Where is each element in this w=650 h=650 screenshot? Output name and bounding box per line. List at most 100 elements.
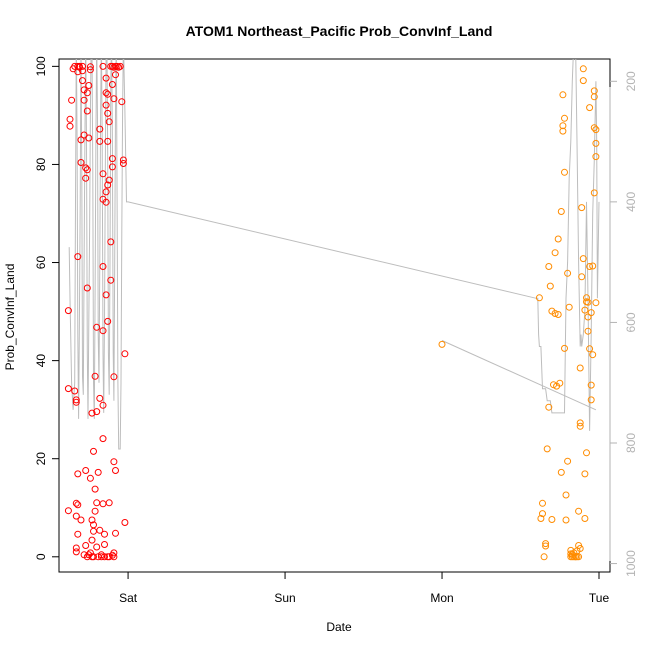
data-point <box>575 553 583 561</box>
data-point <box>72 499 80 507</box>
data-point <box>104 137 112 145</box>
data-point <box>543 445 551 453</box>
data-point <box>101 530 108 538</box>
data-point <box>561 344 568 352</box>
data-point <box>83 107 91 115</box>
data-point <box>64 385 72 393</box>
data-point <box>542 542 550 550</box>
data-point <box>119 156 127 164</box>
data-point <box>101 541 108 548</box>
data-point <box>545 403 553 411</box>
data-point <box>96 125 104 133</box>
data-point <box>96 137 104 145</box>
data-point <box>72 398 80 406</box>
data-point <box>79 62 86 70</box>
data-point <box>112 71 119 79</box>
data-point <box>104 109 112 117</box>
data-point <box>91 372 99 380</box>
data-point <box>590 189 598 197</box>
data-point <box>576 419 584 427</box>
data-point <box>102 89 110 97</box>
data-point <box>90 527 97 535</box>
data-point <box>77 516 85 524</box>
data-point <box>88 409 96 417</box>
data-point <box>554 311 562 318</box>
data-point <box>545 263 553 270</box>
data-point <box>110 553 118 561</box>
y-tick-label: 20 <box>34 452 48 466</box>
data-point <box>88 516 96 524</box>
data-point <box>105 118 113 126</box>
data-point <box>77 136 85 144</box>
data-point <box>564 269 572 277</box>
data-point <box>68 96 76 104</box>
data-point <box>578 204 586 212</box>
data-point <box>586 345 594 353</box>
data-point <box>104 90 112 98</box>
data-point <box>576 422 584 430</box>
data-point <box>64 307 72 315</box>
data-point <box>105 553 113 561</box>
data-point <box>99 170 107 178</box>
data-point <box>77 159 85 166</box>
y-tick-label: 80 <box>34 157 48 171</box>
data-point <box>99 263 107 270</box>
data-point <box>93 499 101 507</box>
data-point <box>592 299 600 307</box>
data-point <box>96 526 104 534</box>
data-point <box>535 294 543 302</box>
data-point <box>112 529 119 537</box>
data-point <box>564 457 572 465</box>
data-point <box>86 474 94 482</box>
data-point <box>551 249 559 257</box>
data-point <box>579 65 587 73</box>
data-point <box>86 549 94 557</box>
data-point <box>102 198 110 206</box>
data-point <box>101 553 108 561</box>
plot-frame <box>58 58 611 573</box>
y-axis-label: Prob_ConvInf_Land <box>3 264 17 371</box>
data-point <box>71 387 79 395</box>
data-point <box>110 458 118 466</box>
trace-layer <box>68 59 600 450</box>
data-point <box>72 548 80 556</box>
y-tick-label: 0 <box>34 553 48 560</box>
y-tick-label: 100 <box>34 56 48 76</box>
data-point <box>587 381 595 389</box>
data-point <box>589 262 597 270</box>
data-point <box>105 499 113 507</box>
data-point <box>108 155 116 163</box>
x-tick-label: Sun <box>274 591 295 605</box>
data-point <box>102 188 110 196</box>
right-tick-label: 200 <box>624 71 638 91</box>
data-point <box>590 93 598 101</box>
data-point <box>93 323 101 331</box>
data-point <box>562 516 570 524</box>
data-point <box>586 263 594 270</box>
data-point <box>71 62 79 70</box>
data-point <box>121 519 129 526</box>
data-point <box>592 153 600 161</box>
data-point <box>105 176 113 184</box>
x-tick-label: Tue <box>589 591 610 605</box>
data-point <box>102 291 110 299</box>
data-point <box>80 96 88 104</box>
y-tick-label: 60 <box>34 256 48 270</box>
data-point <box>586 104 594 112</box>
data-point <box>83 284 91 292</box>
right-axis: 200 400 600 800 1000 <box>609 71 638 577</box>
data-point <box>581 470 589 478</box>
data-point <box>539 499 546 507</box>
data-point <box>548 516 556 523</box>
data-point <box>110 95 118 103</box>
data-point <box>72 544 80 552</box>
data-point <box>91 485 99 493</box>
data-point <box>72 396 80 404</box>
data-point <box>116 62 124 70</box>
data-point <box>99 435 107 443</box>
data-point <box>118 98 126 106</box>
data-point <box>82 467 90 474</box>
data-point <box>576 364 584 372</box>
data-point <box>82 174 90 182</box>
